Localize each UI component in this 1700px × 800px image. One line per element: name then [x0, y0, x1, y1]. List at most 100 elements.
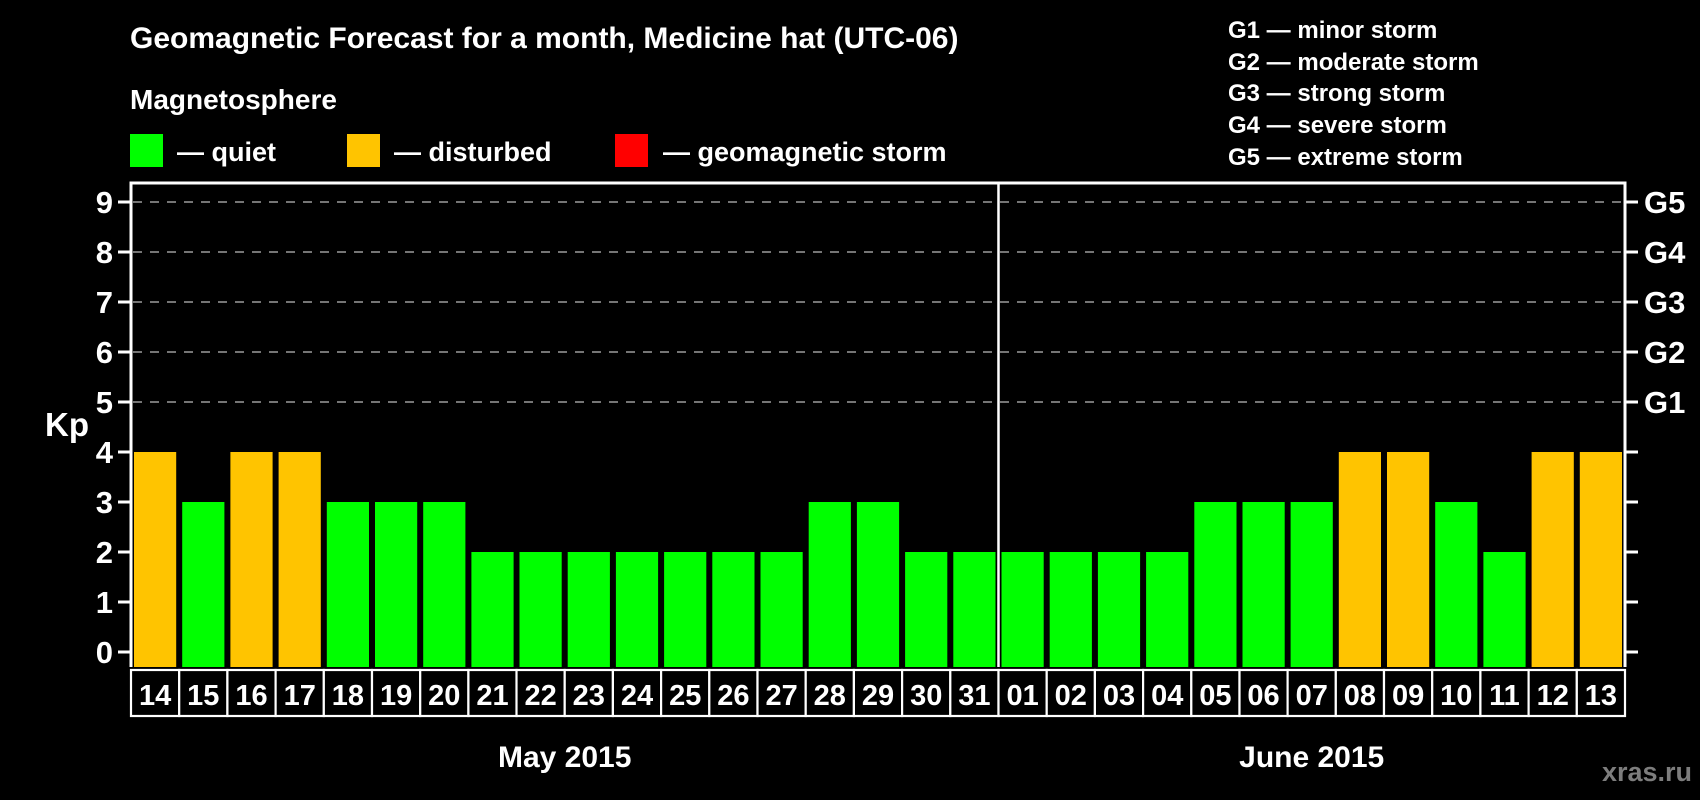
legend-item-storm: — geomagnetic storm: [615, 134, 947, 167]
g-axis-label-g2: G2: [1644, 335, 1685, 370]
bar-may-26: [712, 552, 755, 667]
kp-tick-label-6: 6: [96, 335, 113, 370]
chart-title: Geomagnetic Forecast for a month, Medici…: [130, 22, 958, 55]
quiet-label: — quiet: [177, 137, 276, 167]
day-cell-07: [1286, 668, 1337, 718]
day-label-21: 21: [476, 680, 508, 712]
storm-swatch-icon: [615, 134, 648, 167]
bar-may-28: [808, 502, 851, 667]
day-label-09: 09: [1392, 680, 1424, 712]
bar-june-06: [1242, 502, 1285, 667]
kp-tick-label-9: 9: [96, 185, 113, 220]
bar-may-15: [182, 502, 225, 667]
bar-may-17: [278, 452, 321, 667]
g-axis-label-g5: G5: [1644, 185, 1685, 220]
bar-june-10: [1435, 502, 1478, 667]
day-label-12: 12: [1537, 680, 1569, 712]
bar-may-31: [953, 552, 996, 667]
day-cell-08: [1334, 668, 1386, 718]
day-cell-06: [1238, 668, 1289, 718]
bar-june-08: [1338, 452, 1381, 667]
day-cell-12: [1527, 668, 1578, 718]
bar-june-01: [1001, 552, 1044, 667]
g-axis-label-g1: G1: [1644, 385, 1685, 420]
bar-may-21: [471, 552, 514, 667]
quiet-swatch-icon: [130, 134, 163, 167]
day-label-17: 17: [284, 680, 316, 712]
kp-axis-label: Kp: [45, 406, 89, 443]
day-cell-31: [949, 668, 1000, 718]
day-label-26: 26: [717, 680, 749, 712]
kp-tick-label-2: 2: [96, 535, 113, 570]
day-label-27: 27: [765, 680, 797, 712]
day-label-04: 04: [1151, 680, 1183, 712]
bar-may-22: [519, 552, 562, 667]
g-scale-legend: G1 — minor storm G2 — moderate storm G3 …: [1228, 17, 1479, 171]
day-label-06: 06: [1247, 680, 1279, 712]
g3-legend-line: G3 — strong storm: [1228, 80, 1445, 107]
day-label-30: 30: [910, 680, 942, 712]
disturbed-label: — disturbed: [394, 137, 552, 167]
bar-june-07: [1290, 502, 1333, 667]
kp-tick-label-1: 1: [96, 585, 113, 620]
day-label-24: 24: [621, 680, 653, 712]
day-label-25: 25: [669, 680, 701, 712]
day-cell-17: [274, 668, 325, 718]
bar-june-02: [1049, 552, 1092, 667]
day-cell-19: [370, 668, 422, 718]
day-label-13: 13: [1585, 680, 1617, 712]
day-cell-05: [1190, 668, 1241, 718]
bar-may-14: [134, 452, 177, 667]
g-axis-label-g4: G4: [1644, 235, 1686, 270]
day-cell-27: [756, 668, 807, 718]
day-label-23: 23: [573, 680, 605, 712]
day-cell-25: [659, 668, 711, 718]
watermark: xras.ru: [1602, 757, 1692, 787]
day-label-19: 19: [380, 680, 412, 712]
month-label-june-2015: June 2015: [1239, 741, 1384, 774]
day-label-29: 29: [862, 680, 894, 712]
bar-may-23: [567, 552, 610, 667]
kp-tick-label-7: 7: [96, 285, 113, 320]
day-label-22: 22: [524, 680, 556, 712]
day-label-02: 02: [1055, 680, 1087, 712]
kp-tick-label-0: 0: [96, 635, 113, 670]
month-label-may-2015: May 2015: [498, 741, 631, 774]
day-cell-09: [1382, 668, 1434, 718]
magnetosphere-legend: — quiet — disturbed — geomagnetic storm: [130, 134, 947, 167]
g4-legend-line: G4 — severe storm: [1228, 112, 1447, 139]
kp-tick-label-5: 5: [96, 385, 113, 420]
bar-may-29: [856, 502, 900, 667]
day-label-11: 11: [1489, 680, 1520, 712]
g1-legend-line: G1 — minor storm: [1228, 17, 1437, 44]
day-cell-04: [1141, 668, 1193, 718]
day-cell-24: [611, 668, 663, 718]
day-label-07: 07: [1296, 680, 1328, 712]
bar-may-30: [905, 552, 948, 667]
day-cell-29: [852, 668, 904, 718]
day-cell-14: [129, 668, 181, 718]
day-label-31: 31: [958, 680, 990, 712]
kp-tick-label-8: 8: [96, 235, 113, 270]
bar-may-18: [326, 502, 369, 667]
day-label-16: 16: [235, 680, 267, 712]
legend-item-disturbed: — disturbed: [347, 134, 552, 167]
kp-tick-label-3: 3: [96, 485, 113, 520]
g-axis-label-g3: G3: [1644, 285, 1685, 320]
bar-june-09: [1387, 452, 1430, 667]
day-label-08: 08: [1344, 680, 1376, 712]
bar-may-27: [760, 552, 803, 667]
g2-legend-line: G2 — moderate storm: [1228, 49, 1479, 76]
day-label-28: 28: [814, 680, 846, 712]
day-cell-22: [515, 668, 566, 718]
bar-june-04: [1146, 552, 1189, 667]
legend-item-quiet: — quiet: [130, 134, 276, 167]
day-label-14: 14: [139, 680, 171, 712]
day-cell-10: [1431, 668, 1482, 718]
day-cell-11: [1479, 668, 1530, 718]
day-label-10: 10: [1440, 680, 1472, 712]
g5-legend-line: G5 — extreme storm: [1228, 144, 1463, 171]
